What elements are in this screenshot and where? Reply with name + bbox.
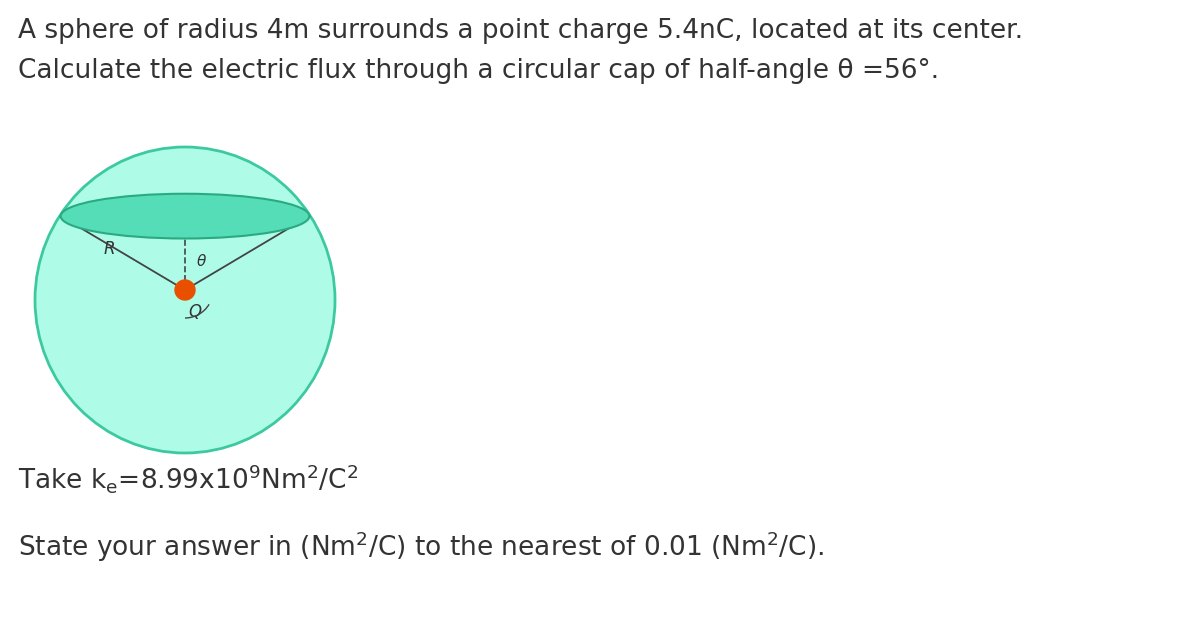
Text: Calculate the electric flux through a circular cap of half-angle θ =56°.: Calculate the electric flux through a ci… [18, 58, 940, 84]
Text: θ: θ [197, 254, 205, 270]
Circle shape [175, 280, 194, 300]
Text: Q: Q [188, 303, 202, 321]
Text: A sphere of radius 4m surrounds a point charge 5.4nC, located at its center.: A sphere of radius 4m surrounds a point … [18, 18, 1024, 44]
Text: State your answer in (Nm$^2$/C) to the nearest of 0.01 (Nm$^2$/C).: State your answer in (Nm$^2$/C) to the n… [18, 530, 824, 565]
Text: Take k$_\mathrm{e}$=8.99x10$^9$Nm$^2$/C$^2$: Take k$_\mathrm{e}$=8.99x10$^9$Nm$^2$/C$… [18, 462, 359, 495]
Ellipse shape [61, 194, 310, 238]
Ellipse shape [35, 147, 335, 453]
Text: R: R [103, 240, 114, 258]
